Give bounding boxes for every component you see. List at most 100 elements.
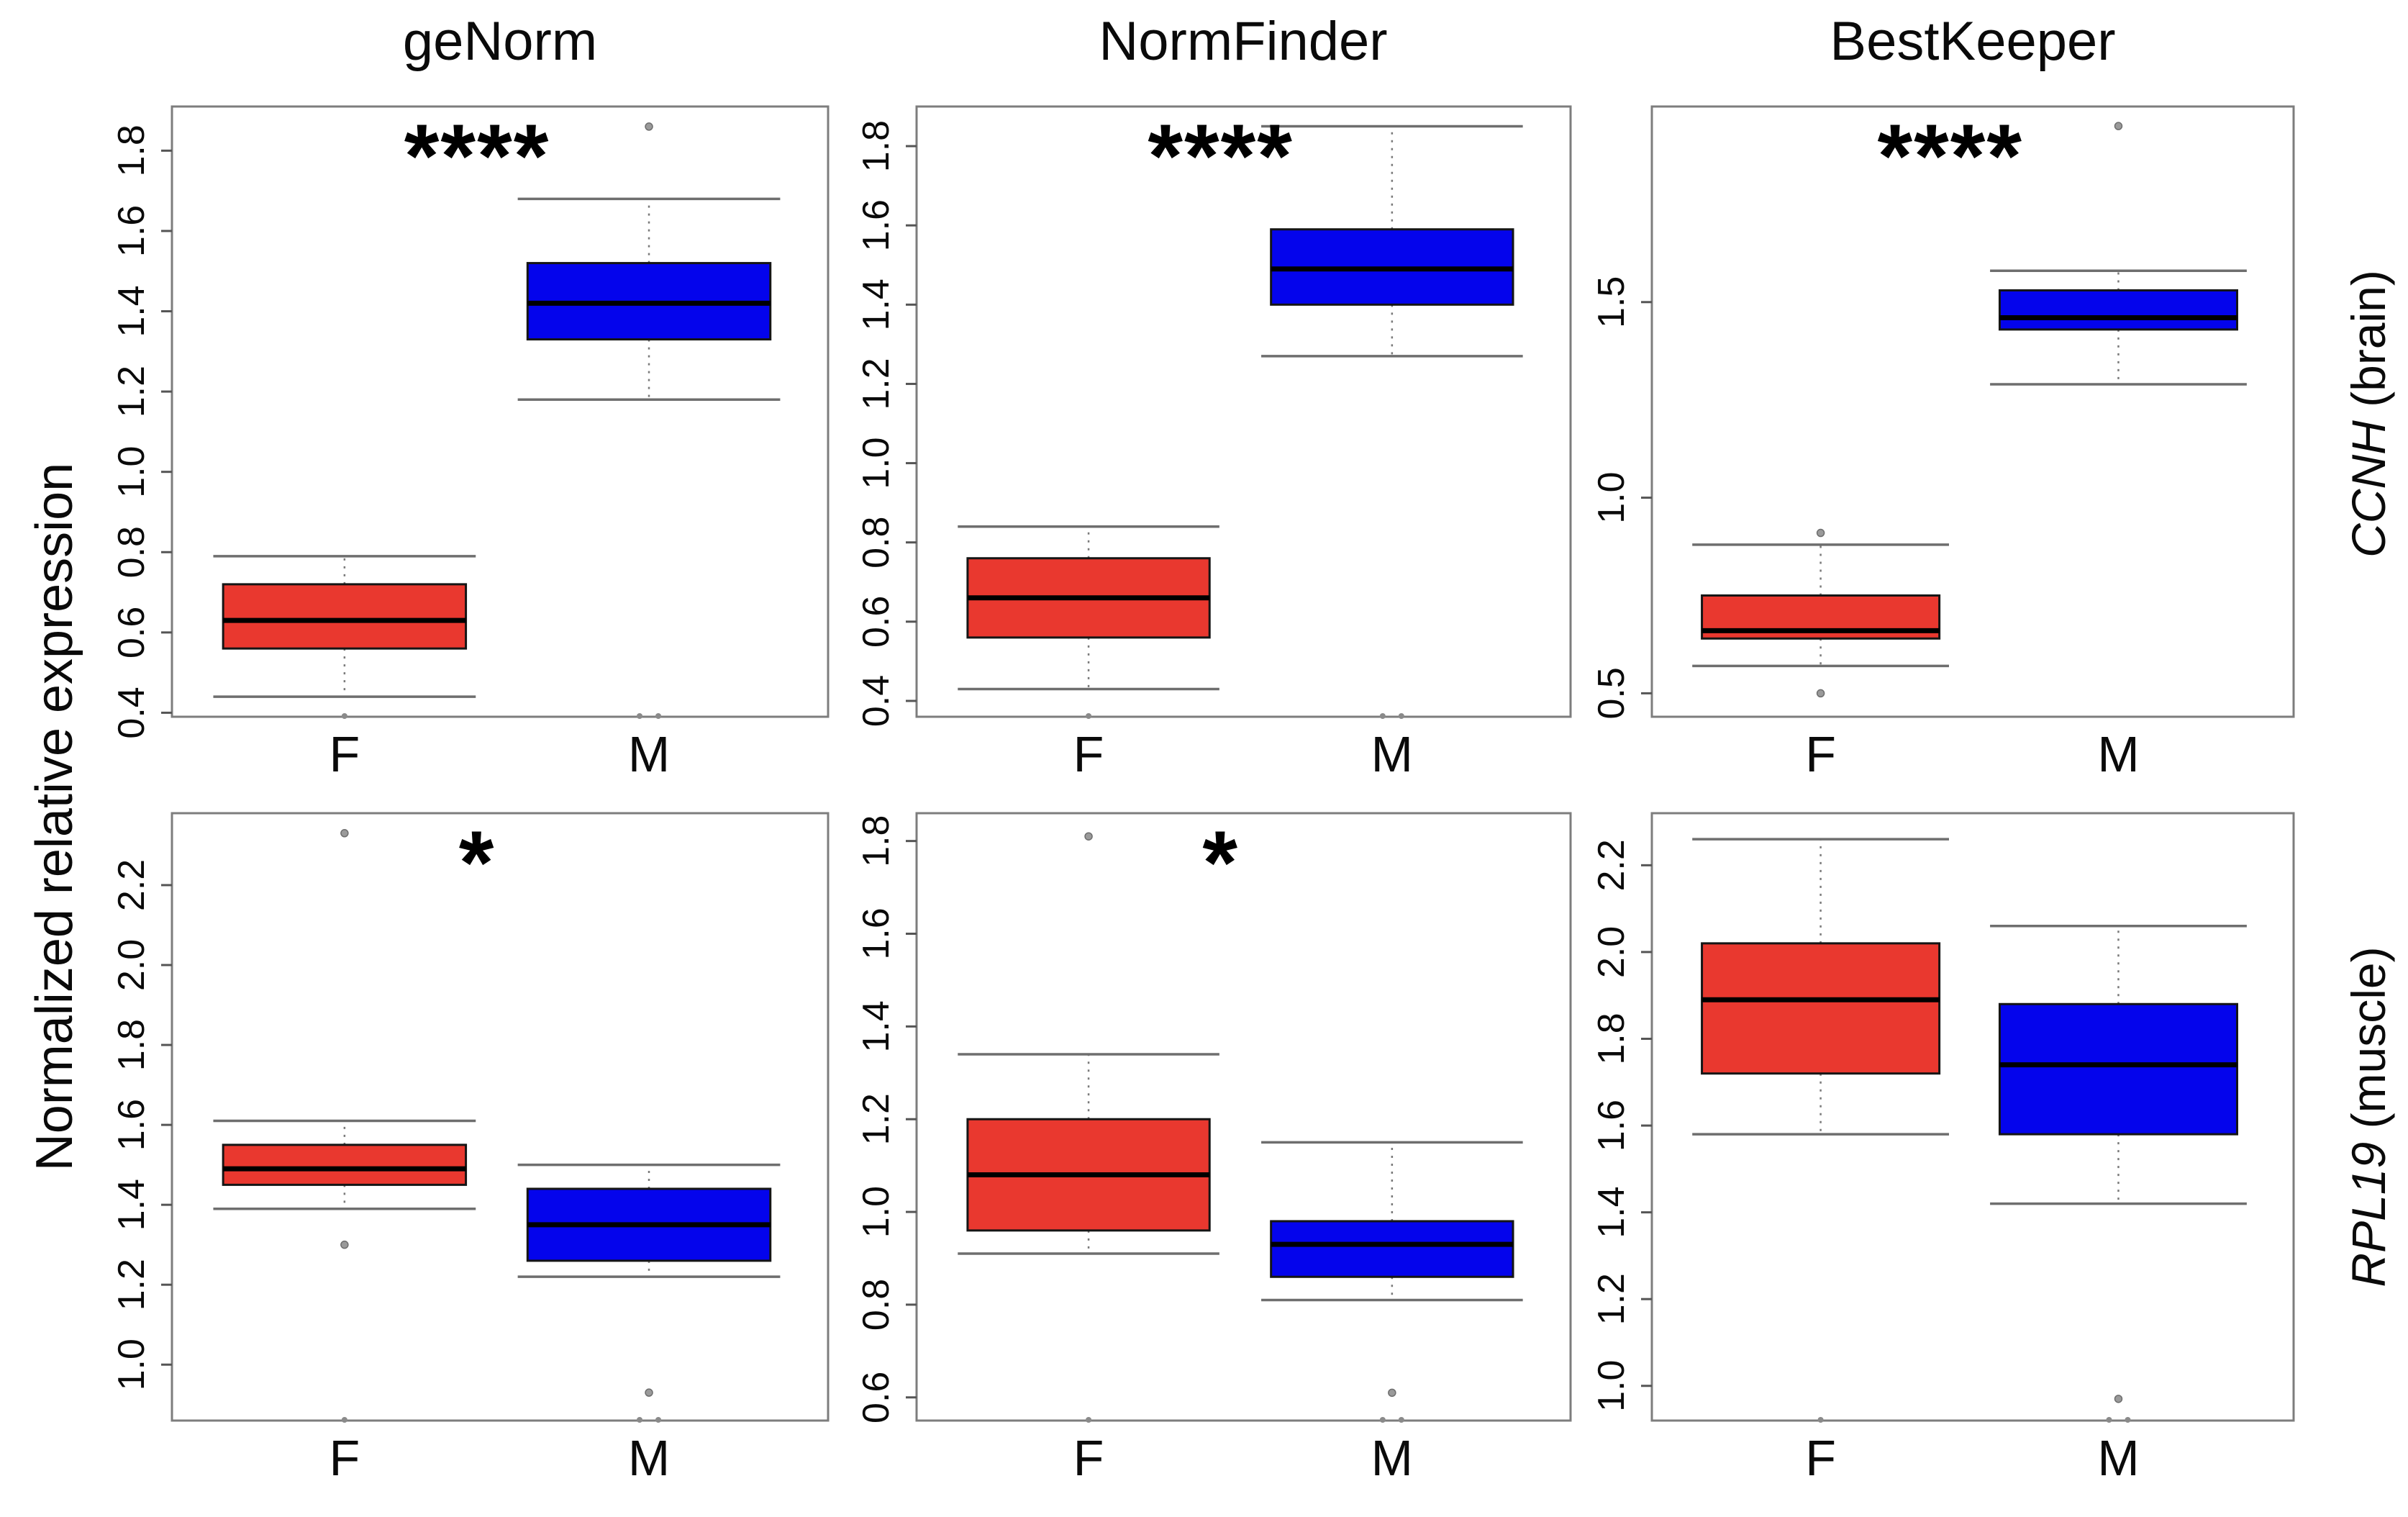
edge-dot-M (1379, 713, 1386, 719)
y-tick-label: 1.2 (111, 1259, 153, 1310)
row-label-context-muscle: (muscle) (2342, 946, 2395, 1142)
edge-dot-F (1086, 713, 1092, 719)
y-tick-label: 0.6 (855, 596, 897, 648)
edge-dot-M (2125, 1417, 2131, 1423)
panel-normfinder-brain: 0.4 0.6 0.8 1.0 1.2 1.4 1.6 1.8 F M **** (855, 105, 1572, 782)
box-F (222, 583, 468, 650)
outlier-F (1816, 528, 1825, 538)
box-group-M (1261, 124, 1523, 719)
plot-border (171, 105, 830, 718)
box-F (222, 1144, 468, 1186)
y-tick-label: 1.4 (111, 1179, 153, 1231)
edge-dot-M (1398, 1417, 1404, 1423)
row-label-ccnh-brain: CCNH (brain) (2341, 270, 2396, 558)
panel-genorm-muscle: 1.0 1.2 1.4 1.6 1.8 2.0 2.2 F M * (111, 812, 830, 1486)
edge-dot-F (1817, 1417, 1824, 1423)
significance-stars: **** (1148, 107, 1294, 207)
y-tick-label: 1.6 (855, 907, 897, 959)
y-tick-label: 2.0 (1591, 926, 1632, 978)
row-label-context-brain: (brain) (2342, 270, 2395, 421)
y-tick-label: 1.8 (111, 1019, 153, 1071)
box-M (1998, 289, 2239, 331)
plot-border (171, 812, 830, 1422)
group-label-M: M (2097, 726, 2139, 782)
significance-stars: **** (404, 107, 550, 207)
y-tick-label: 1.2 (855, 358, 897, 409)
row-label-gene-ccnh: CCNH (2342, 420, 2395, 558)
significance-stars: * (459, 813, 496, 913)
group-label-M: M (628, 1430, 670, 1486)
y-tick-label: 1.8 (855, 815, 897, 867)
group-label-M: M (628, 726, 670, 782)
box-group-F (1692, 528, 1949, 698)
group-label-F: F (329, 1430, 360, 1486)
box-group-F (958, 525, 1219, 719)
y-tick-label: 1.6 (1591, 1100, 1632, 1151)
plot-border (915, 812, 1572, 1422)
group-label-F: F (1805, 1430, 1836, 1486)
group-label-F: F (1073, 726, 1104, 782)
plot-border (915, 105, 1572, 718)
edge-dot-M (1379, 1417, 1386, 1423)
y-tick-label: 1.4 (855, 279, 897, 330)
panel-genorm-brain: 0.4 0.6 0.8 1.0 1.2 1.4 1.6 1.8 F M **** (111, 105, 830, 782)
edge-dot-F (341, 713, 347, 719)
edge-dot-M (655, 1417, 662, 1423)
box-group-M (1261, 1141, 1523, 1423)
plot-border (1650, 812, 2295, 1422)
y-tick-label: 1.0 (111, 1339, 153, 1390)
column-title-genorm: geNorm (402, 11, 598, 72)
outlier-M (645, 1388, 653, 1397)
y-tick-label: 1.2 (855, 1093, 897, 1145)
y-tick-label: 1.2 (111, 366, 153, 417)
box-group-F (1692, 838, 1949, 1423)
edge-dot-M (1398, 713, 1404, 719)
y-tick-label: 1.0 (1591, 1360, 1632, 1412)
outlier-M (645, 122, 653, 131)
y-tick-label: 0.8 (855, 517, 897, 569)
group-label-F: F (329, 726, 360, 782)
y-tick-label: 1.5 (1591, 276, 1632, 328)
box-group-M (517, 122, 781, 719)
y-tick-label: 1.8 (855, 120, 897, 172)
y-tick-label: 0.5 (1591, 667, 1632, 719)
y-tick-label: 0.4 (855, 675, 897, 727)
edge-dot-M (2106, 1417, 2112, 1423)
group-label-M: M (1371, 726, 1413, 782)
y-tick-label: 1.0 (111, 446, 153, 498)
box-group-F (213, 829, 476, 1423)
plot-border (1650, 105, 2295, 718)
panel-bestkeeper-brain: 0.5 1.0 1.5 F M **** (1591, 105, 2295, 782)
outlier-M (2114, 1395, 2123, 1403)
outlier-F (1816, 689, 1825, 698)
box-group-M (517, 1163, 781, 1423)
box-group-M (1990, 924, 2247, 1423)
y-tick-label: 1.0 (855, 1186, 897, 1238)
y-tick-label: 0.8 (111, 526, 153, 578)
y-tick-label: 1.0 (1591, 471, 1632, 523)
significance-stars: * (1202, 813, 1239, 913)
y-tick-label: 1.0 (855, 437, 897, 489)
group-label-F: F (1073, 1430, 1104, 1486)
panel-bestkeeper-muscle: 1.0 1.2 1.4 1.6 1.8 2.0 2.2 F M (1591, 812, 2295, 1486)
group-label-F: F (1805, 726, 1836, 782)
group-label-M: M (2097, 1430, 2139, 1486)
y-tick-label: 0.6 (855, 1372, 897, 1423)
edge-dot-M (637, 713, 643, 719)
edge-dot-F (341, 1417, 347, 1423)
outlier-F (340, 829, 349, 838)
box-M (1270, 1220, 1514, 1278)
box-group-F (958, 832, 1219, 1423)
y-tick-label: 1.8 (1591, 1013, 1632, 1064)
y-tick-label: 2.2 (111, 859, 153, 911)
y-tick-label: 1.4 (855, 1000, 897, 1052)
outlier-M (2114, 122, 2123, 130)
group-label-M: M (1371, 1430, 1413, 1486)
outlier-F (1084, 832, 1093, 841)
y-tick-label: 1.8 (111, 124, 153, 176)
column-title-normfinder: NormFinder (1099, 11, 1388, 72)
significance-stars: **** (1877, 107, 2023, 207)
box-M (1998, 1002, 2239, 1136)
y-tick-label: 0.8 (855, 1279, 897, 1331)
